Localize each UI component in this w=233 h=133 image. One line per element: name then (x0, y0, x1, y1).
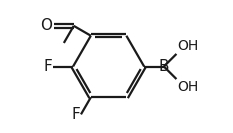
Text: OH: OH (177, 39, 198, 53)
Text: F: F (44, 59, 52, 74)
Text: OH: OH (177, 80, 198, 94)
Text: O: O (40, 18, 52, 33)
Text: B: B (159, 59, 169, 74)
Text: F: F (71, 107, 80, 122)
